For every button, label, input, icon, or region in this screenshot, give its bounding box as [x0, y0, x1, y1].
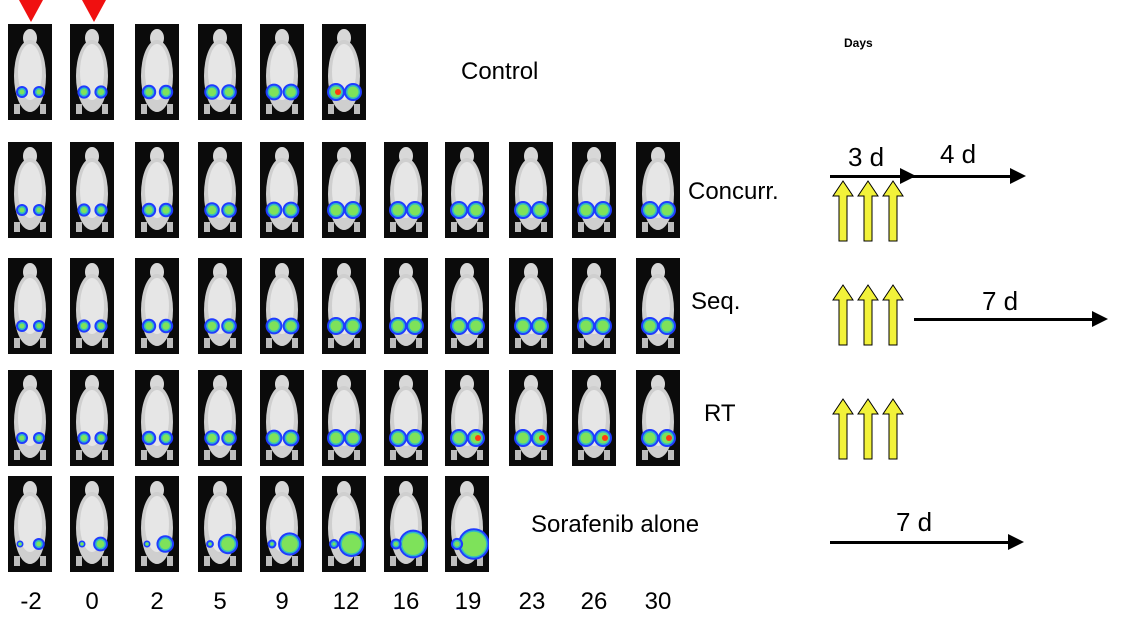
mouse-image [198, 476, 242, 572]
sorafenib-interval: 7 d [896, 507, 933, 537]
day-label: 16 [392, 588, 420, 615]
mouse-image [636, 258, 680, 354]
group-label-sequential: Seq. [691, 288, 741, 315]
days-title: Days [844, 36, 873, 50]
mouse-image [135, 476, 179, 572]
mouse-image [322, 24, 366, 120]
seq-arrow-line [914, 318, 1094, 321]
mouse-image [198, 258, 242, 354]
day-label: 9 [275, 588, 289, 615]
mouse-image [322, 476, 366, 572]
day-label: -2 [20, 588, 42, 615]
concurr-arrow-line-2 [912, 175, 1012, 178]
mouse-image [70, 142, 114, 238]
day-label: 2 [150, 588, 164, 615]
mouse-image [135, 258, 179, 354]
group-label-concurrent: Concurr. [688, 178, 779, 205]
mouse-image [8, 258, 52, 354]
radiation-arrow-icon [882, 284, 904, 346]
mouse-image [260, 142, 304, 238]
radiation-arrow-icon [832, 284, 854, 346]
concurr-arrowhead-1 [900, 168, 916, 184]
mouse-image [445, 142, 489, 238]
group-label-control: Control [461, 58, 539, 85]
day-label: 0 [85, 588, 99, 615]
mouse-image [572, 258, 616, 354]
mouse-image [135, 370, 179, 466]
mouse-image [445, 476, 489, 572]
mouse-image [636, 142, 680, 238]
radiation-arrow-icon [882, 180, 904, 242]
marker-triangle-day-minus2 [19, 0, 43, 22]
mouse-image [260, 24, 304, 120]
mouse-image [260, 476, 304, 572]
mouse-image [70, 258, 114, 354]
mouse-image [509, 142, 553, 238]
mouse-image [322, 258, 366, 354]
group-label-sorafenib: Sorafenib alone [531, 511, 700, 538]
day-label: 19 [454, 588, 482, 615]
concurr-second-interval: 4 d [940, 139, 977, 169]
mouse-image [636, 370, 680, 466]
mouse-image [384, 258, 428, 354]
day-label: 23 [518, 588, 546, 615]
mouse-image [322, 142, 366, 238]
day-label: 30 [644, 588, 672, 615]
mouse-image [260, 370, 304, 466]
mouse-image [8, 142, 52, 238]
mouse-image [572, 370, 616, 466]
mouse-image [509, 258, 553, 354]
mouse-image [198, 24, 242, 120]
marker-triangle-day-0 [82, 0, 106, 22]
radiation-arrow-icon [832, 180, 854, 242]
mouse-image [8, 24, 52, 120]
day-label: 5 [213, 588, 227, 615]
mouse-image [135, 142, 179, 238]
mouse-image [70, 370, 114, 466]
mouse-image [198, 142, 242, 238]
day-label: 26 [580, 588, 608, 615]
mouse-image [8, 476, 52, 572]
mouse-image [260, 258, 304, 354]
radiation-arrow-icon [857, 180, 879, 242]
radiation-arrow-icon [882, 398, 904, 460]
mouse-image [322, 370, 366, 466]
mouse-image [445, 258, 489, 354]
mouse-image [135, 24, 179, 120]
mouse-image [384, 370, 428, 466]
radiation-arrow-icon [857, 284, 879, 346]
sorafenib-arrowhead [1008, 534, 1024, 550]
mouse-image [445, 370, 489, 466]
seq-arrowhead [1092, 311, 1108, 327]
mouse-image [8, 370, 52, 466]
mouse-image [509, 370, 553, 466]
radiation-arrow-icon [832, 398, 854, 460]
day-label: 12 [332, 588, 360, 615]
concurr-first-interval: 3 d [848, 142, 885, 172]
radiation-arrow-icon [857, 398, 879, 460]
mouse-image [384, 142, 428, 238]
concurr-arrow-line-1 [830, 175, 902, 178]
concurr-arrowhead-2 [1010, 168, 1026, 184]
group-label-rt: RT [704, 400, 736, 427]
mouse-image [70, 476, 114, 572]
seq-interval: 7 d [982, 286, 1019, 316]
mouse-image [70, 24, 114, 120]
sorafenib-arrow-line [830, 541, 1010, 544]
mouse-image [384, 476, 428, 572]
mouse-image [572, 142, 616, 238]
mouse-image [198, 370, 242, 466]
